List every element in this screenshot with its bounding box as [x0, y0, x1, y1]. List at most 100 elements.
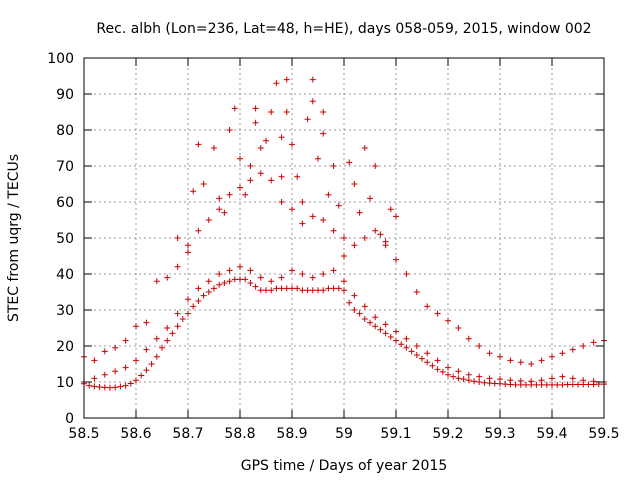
data-point [112, 368, 119, 375]
data-point [398, 341, 405, 348]
x-tick-label: 59.5 [588, 426, 619, 442]
data-point [174, 263, 181, 270]
data-point [377, 326, 384, 333]
data-point [278, 199, 285, 205]
data-point [252, 105, 259, 112]
data-point [315, 155, 321, 162]
data-point [554, 381, 561, 388]
data-point [304, 116, 311, 123]
data-point [299, 220, 306, 227]
data-point [455, 325, 462, 331]
x-tick-label: 59.4 [536, 426, 567, 442]
data-point [200, 181, 207, 187]
data-point [580, 343, 587, 349]
data-point [122, 364, 129, 371]
data-point [445, 317, 451, 324]
data-point [471, 378, 477, 385]
data-point [226, 267, 233, 274]
data-point [283, 76, 290, 83]
data-point [159, 344, 165, 351]
data-point [190, 303, 197, 310]
data-point [107, 384, 113, 391]
data-point [523, 381, 529, 388]
data-point [393, 328, 399, 335]
data-point [382, 321, 389, 328]
data-point [387, 334, 394, 340]
data-point [320, 109, 327, 115]
data-point [335, 202, 342, 209]
data-point [351, 181, 358, 187]
data-point [512, 381, 519, 388]
data-point [205, 278, 212, 285]
data-point [226, 127, 233, 133]
data-point [528, 361, 535, 367]
data-point [174, 310, 181, 317]
data-point [91, 375, 98, 382]
data-point [585, 381, 592, 388]
data-point [538, 377, 545, 384]
data-point [325, 285, 332, 292]
data-point [549, 375, 555, 382]
data-point [393, 337, 399, 344]
data-point [268, 287, 275, 294]
data-point [133, 377, 139, 384]
data-point [320, 130, 327, 137]
data-point [476, 379, 483, 385]
data-point [481, 379, 488, 386]
data-point [424, 303, 431, 310]
data-point [133, 357, 139, 364]
y-tick-label: 100 [47, 51, 74, 67]
data-point [330, 267, 337, 274]
data-point [559, 350, 566, 357]
data-point [590, 378, 597, 385]
data-point [283, 285, 290, 292]
data-point [424, 359, 431, 366]
data-point [237, 263, 243, 270]
data-point [330, 227, 337, 234]
data-point [377, 231, 384, 238]
data-point [143, 346, 150, 353]
data-point [372, 323, 379, 330]
y-tick-label: 60 [56, 195, 74, 211]
data-point [497, 376, 503, 383]
data-point [174, 323, 181, 330]
data-point [497, 353, 503, 360]
data-point [455, 368, 462, 375]
data-point [211, 145, 217, 151]
data-point [367, 195, 373, 202]
data-point [257, 274, 264, 281]
data-point [174, 235, 181, 241]
data-point [309, 213, 316, 220]
data-point [419, 355, 425, 362]
data-point [351, 292, 358, 299]
data-point [179, 316, 186, 322]
data-point [455, 375, 462, 382]
data-point [273, 285, 280, 292]
data-point [569, 381, 576, 388]
data-point [278, 285, 285, 292]
data-point [216, 271, 223, 277]
data-point [320, 217, 327, 223]
data-point [486, 375, 493, 382]
data-point [231, 276, 238, 283]
data-point [242, 276, 249, 283]
data-point [169, 330, 176, 337]
x-tick-label: 59.1 [380, 426, 411, 442]
data-point [101, 371, 108, 378]
data-point [185, 249, 191, 256]
data-point [237, 155, 243, 162]
data-point [185, 242, 191, 249]
data-point [101, 384, 108, 391]
data-point [403, 271, 410, 277]
x-tick-label: 58.7 [172, 426, 203, 442]
data-point [367, 319, 373, 326]
data-point [549, 353, 555, 360]
data-point [221, 209, 228, 216]
data-point [559, 373, 566, 380]
data-point [127, 380, 134, 387]
data-point [361, 316, 368, 322]
data-point [403, 344, 410, 351]
data-point [283, 109, 290, 115]
data-point [91, 383, 98, 390]
data-point [413, 352, 420, 358]
